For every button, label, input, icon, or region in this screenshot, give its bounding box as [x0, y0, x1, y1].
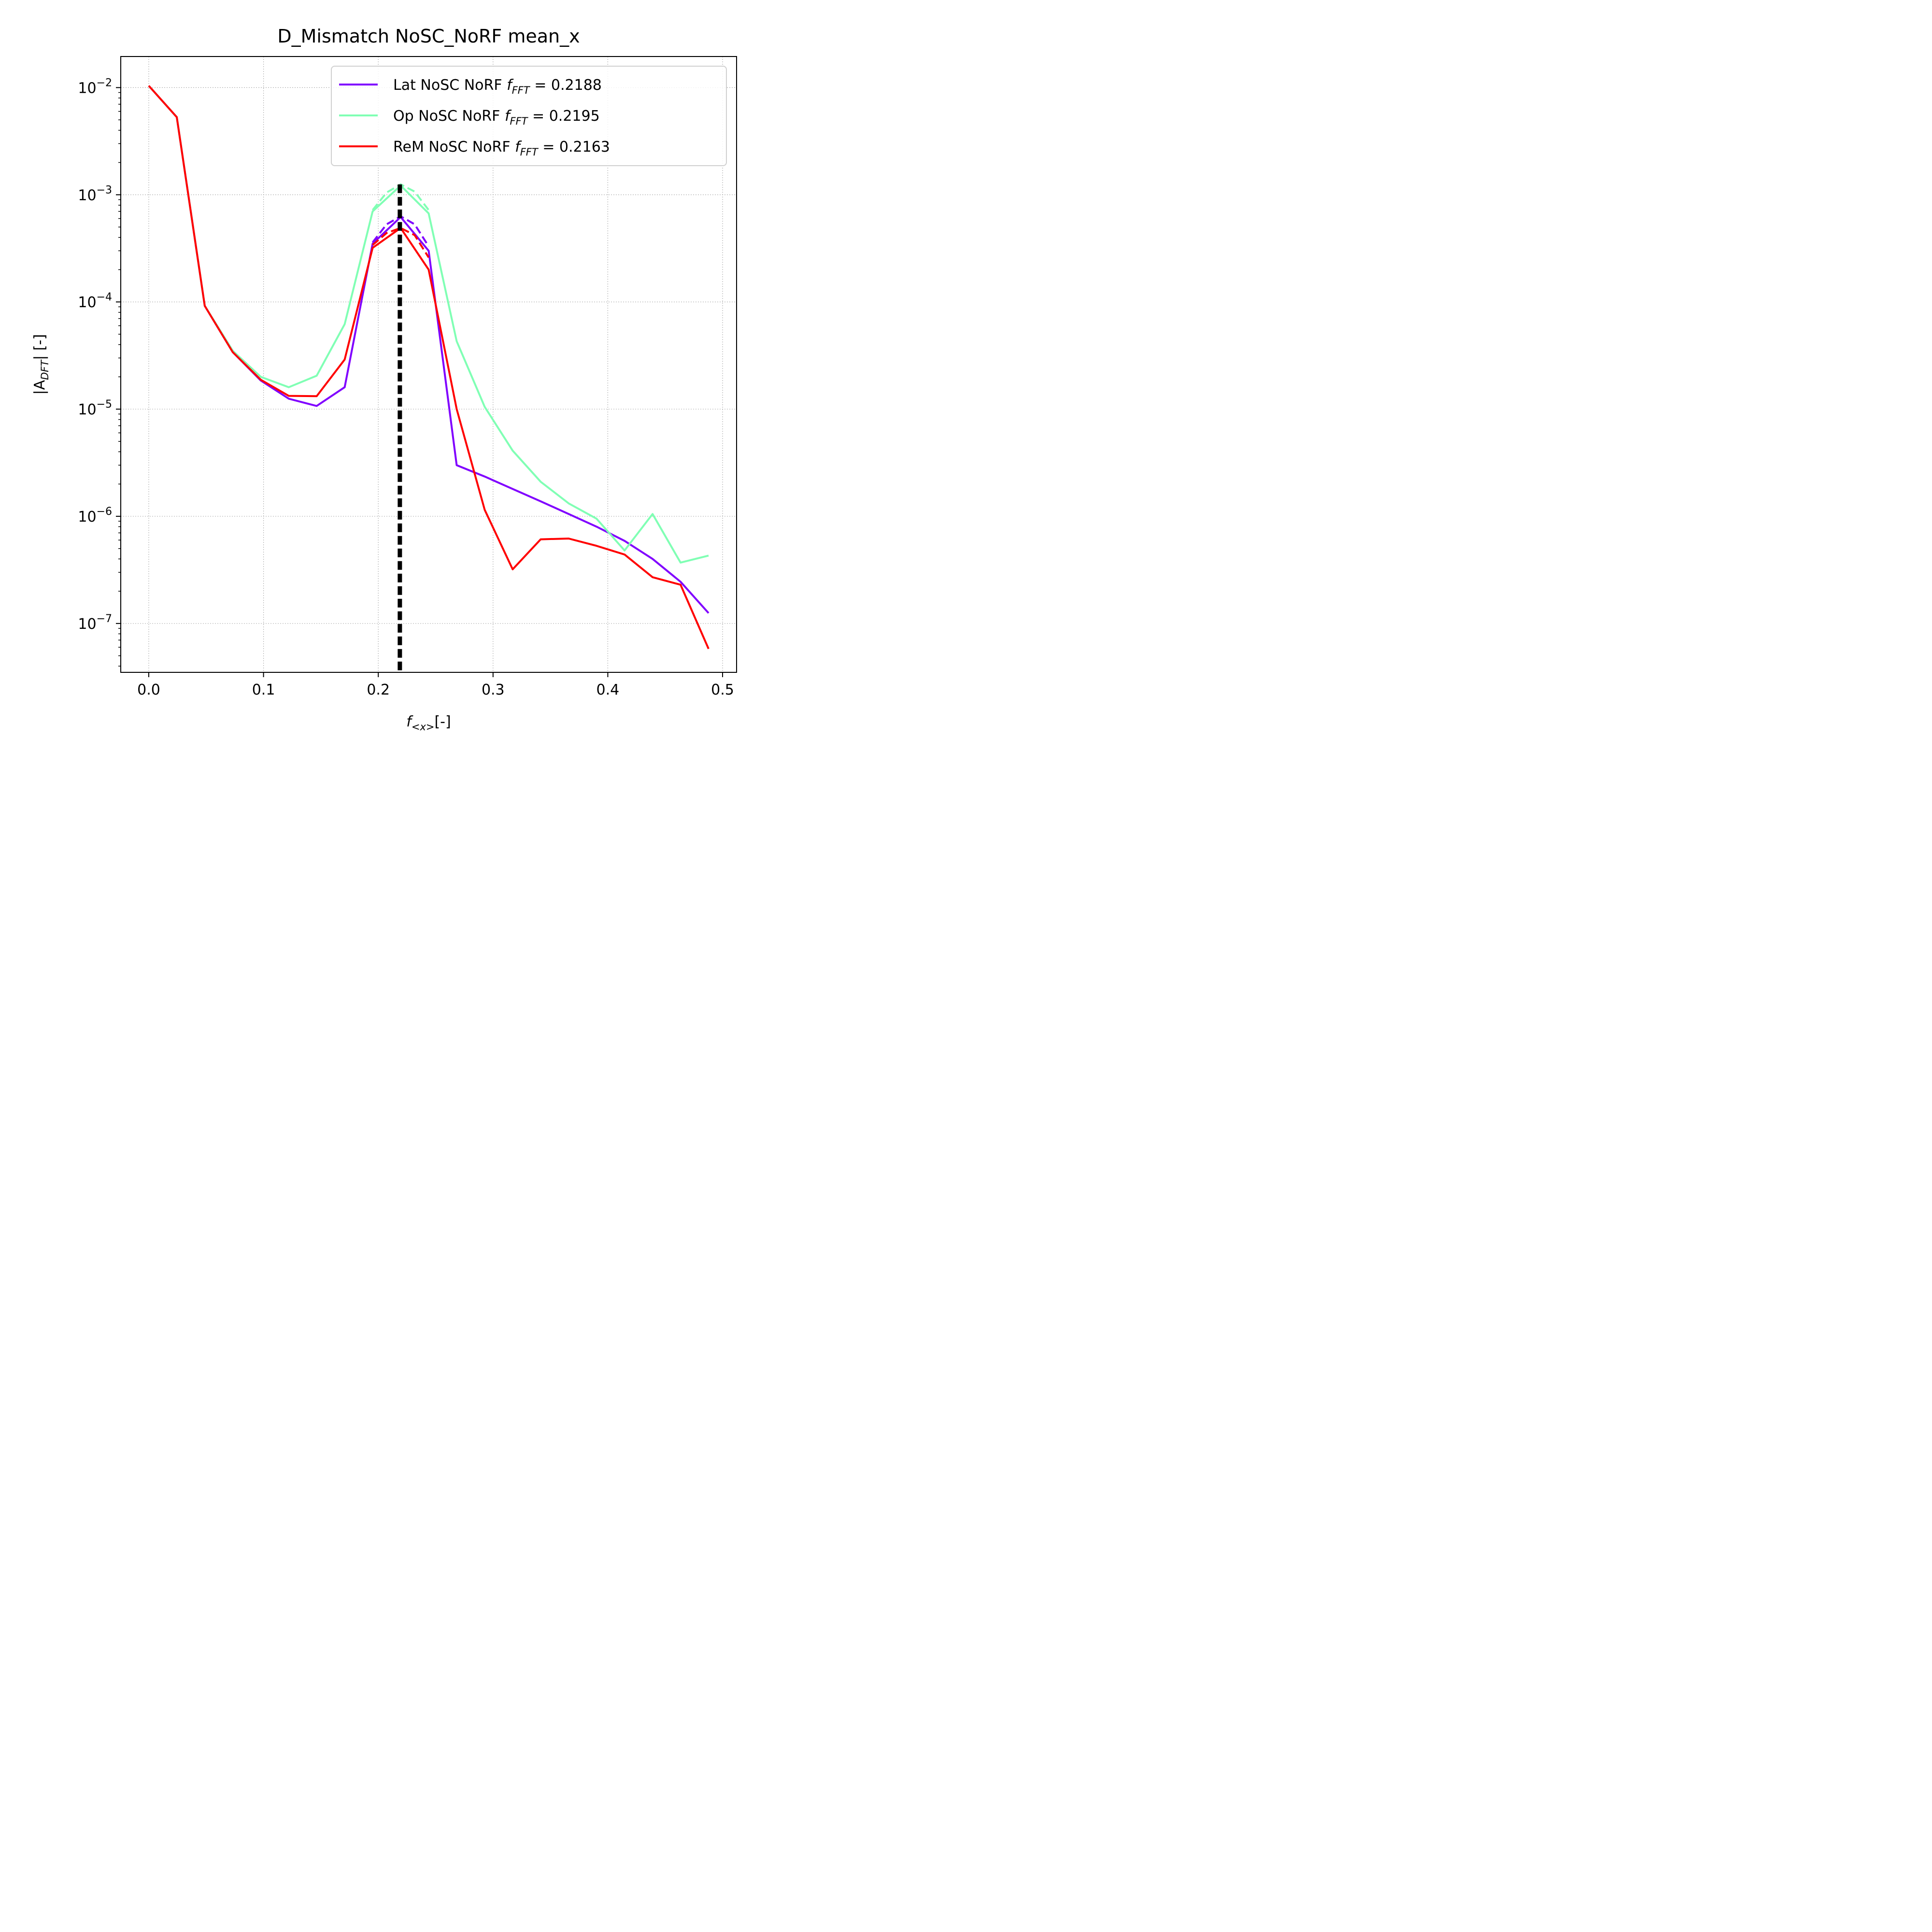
- labels: D_Mismatch NoSC_NoRF mean_x f<x>[-] |ADF…: [31, 26, 580, 733]
- series-peak-fit-2: [372, 227, 430, 258]
- y-tick-label-4: 10−6: [78, 506, 112, 526]
- y-tick-label-3: 10−5: [78, 398, 112, 418]
- x-axis-label-sub: <x>: [412, 721, 435, 733]
- y-tick-label-1: 10−3: [78, 184, 112, 204]
- legend-label-2: ReM NoSC NoRF fFFT = 0.2163: [393, 139, 610, 158]
- x-tick-label-0: 0.0: [137, 682, 160, 698]
- axes-frame: [120, 56, 737, 673]
- plot-lines: [148, 85, 710, 672]
- x-tick-label-4: 0.4: [597, 682, 620, 698]
- y-axis-label: |ADFT| [-]: [31, 334, 51, 395]
- y-axis-label-sub: DFT: [39, 359, 51, 380]
- legend: Lat NoSC NoRF fFFT = 0.2188 Op NoSC NoRF …: [331, 66, 727, 166]
- y-tick-label-0: 10−2: [78, 77, 112, 97]
- plot-frame: [120, 56, 737, 673]
- x-axis-label-unit: [-]: [434, 713, 451, 730]
- x-tick-label-2: 0.2: [367, 682, 390, 698]
- y-tick-label-5: 10−7: [78, 613, 112, 633]
- series-line-1: [148, 85, 709, 564]
- chart-title: D_Mismatch NoSC_NoRF mean_x: [277, 26, 580, 47]
- x-tick-label-5: 0.5: [711, 682, 734, 698]
- x-tick-label-3: 0.3: [482, 682, 505, 698]
- series-peak-fit-1: [371, 183, 430, 211]
- chart: 0.0 0.1 0.2 0.3 0.4 0.5 10−2 10−3 10−4 10−5 10−6 10…: [0, 0, 759, 759]
- ticks: 0.0 0.1 0.2 0.3 0.4 0.5 10−2 10−3 10−4 10−5 10−6 10…: [78, 77, 734, 698]
- series-line-2: [148, 85, 710, 650]
- legend-box: [331, 66, 727, 166]
- y-axis-label-pre: |A: [31, 380, 48, 395]
- x-tick-label-1: 0.1: [252, 682, 275, 698]
- legend-label-0: Lat NoSC NoRF fFFT = 0.2188: [393, 77, 602, 96]
- y-axis-label-post: | [-]: [31, 334, 48, 360]
- y-tick-label-2: 10−4: [78, 291, 112, 311]
- legend-label-1: Op NoSC NoRF fFFT = 0.2195: [393, 108, 600, 127]
